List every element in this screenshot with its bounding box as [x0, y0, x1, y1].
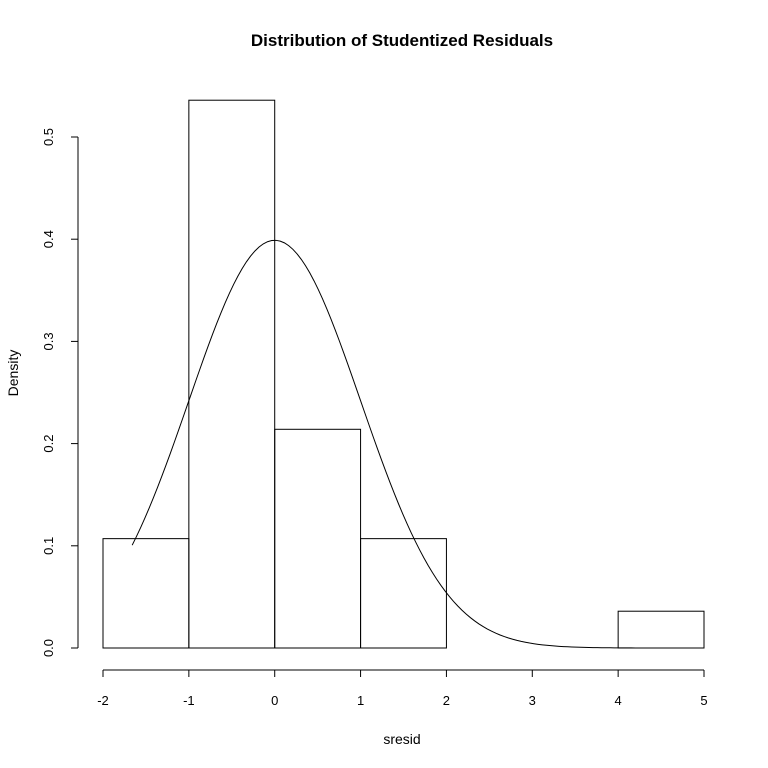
- histogram-bar: [102, 538, 190, 649]
- chart-title: Distribution of Studentized Residuals: [251, 31, 553, 50]
- x-tick-label: 3: [529, 693, 536, 708]
- x-tick-label: 2: [443, 693, 450, 708]
- histogram-bar: [274, 428, 362, 649]
- y-axis-label: Density: [5, 350, 21, 397]
- x-axis-label: sresid: [383, 731, 420, 747]
- x-tick-label: -1: [183, 693, 195, 708]
- y-tick-label: 0.0: [41, 639, 56, 657]
- y-tick-label: 0.5: [41, 128, 56, 146]
- histogram-bar: [360, 538, 447, 649]
- x-tick-label: 4: [615, 693, 622, 708]
- x-tick-label: -2: [97, 693, 109, 708]
- y-tick-label: 0.2: [41, 435, 56, 453]
- x-axis: -2 -1 0 1 2 3 4 5: [97, 669, 708, 708]
- density-curve: [131, 239, 640, 649]
- y-tick-label: 0.4: [41, 230, 56, 248]
- histogram-bars: [102, 99, 705, 649]
- x-tick-label: 5: [700, 693, 707, 708]
- x-tick-label: 1: [357, 693, 364, 708]
- histogram-bar: [617, 610, 705, 649]
- x-tick-label: 0: [271, 693, 278, 708]
- y-axis: 0.0 0.1 0.2 0.3 0.4 0.5: [41, 128, 79, 657]
- histogram-bar: [188, 99, 276, 649]
- y-tick-label: 0.3: [41, 332, 56, 350]
- y-tick-label: 0.1: [41, 537, 56, 555]
